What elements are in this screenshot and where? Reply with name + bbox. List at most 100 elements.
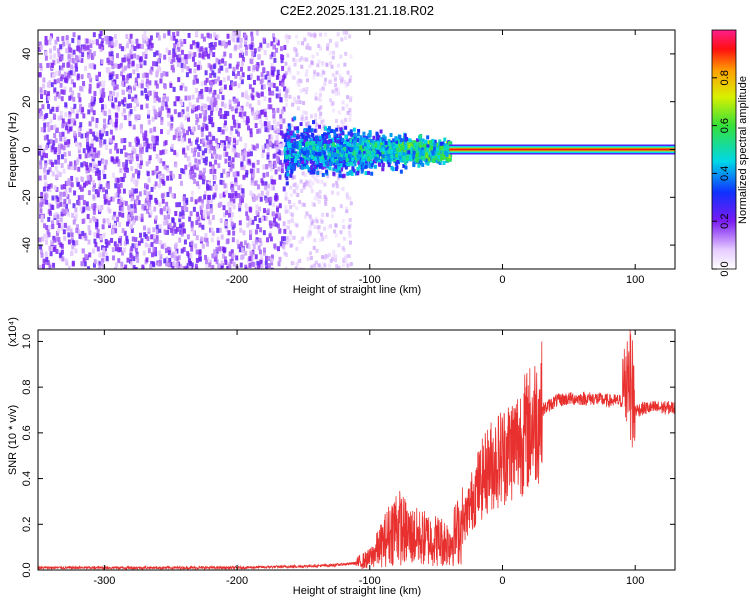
- spectrogram-cell: [150, 252, 154, 258]
- spectrogram-cell: [447, 151, 451, 156]
- spectrogram-cell: [55, 174, 59, 180]
- spectrogram-cell: [211, 70, 215, 76]
- spectrogram-cell: [217, 163, 221, 169]
- spectrogram-cell: [290, 168, 294, 173]
- spectrogram-cell: [216, 227, 220, 233]
- spectrogram-cell: [273, 243, 277, 249]
- spectrogram-cell: [190, 262, 194, 268]
- spectrogram-cell: [59, 217, 63, 223]
- spectrogram-cell: [198, 113, 202, 119]
- spectrogram-cell: [224, 43, 228, 49]
- spectrogram-cell: [316, 72, 320, 77]
- spectrogram-cell: [152, 227, 156, 233]
- spectrogram-cell: [130, 245, 134, 251]
- spectrogram-cell: [42, 152, 46, 158]
- spectrogram-cell: [260, 178, 264, 184]
- spectrogram-cell: [341, 131, 345, 136]
- spectrogram-cell: [85, 168, 89, 174]
- spectrogram-cell: [233, 81, 237, 87]
- spectrogram-cell: [280, 162, 284, 168]
- spectrogram-cell: [299, 79, 303, 84]
- spectrogram-cell: [325, 169, 329, 174]
- spectrogram-cell: [331, 101, 335, 106]
- spectrogram-cell: [314, 151, 318, 156]
- spectrogram-cell: [70, 52, 74, 58]
- spectrogram-cell: [334, 41, 338, 46]
- spectrogram-cell: [320, 179, 324, 184]
- spectrogram-cell: [334, 118, 338, 123]
- spectrogram-x-tick-label: -300: [93, 274, 115, 286]
- spectrogram-cell: [381, 138, 385, 143]
- spectrogram-cell: [155, 135, 159, 141]
- spectrogram-cell: [170, 253, 174, 259]
- spectrogram-cell: [136, 54, 140, 60]
- spectrogram-cell: [92, 194, 96, 200]
- spectrogram-cell: [222, 168, 226, 174]
- spectrogram-cell: [237, 30, 241, 36]
- spectrogram-cell: [442, 153, 446, 158]
- spectrogram-cell: [74, 213, 78, 219]
- colorbar-frame: [711, 29, 737, 270]
- spectrogram-cell: [149, 144, 153, 150]
- spectrogram-cell: [200, 155, 204, 161]
- spectrogram-cell: [339, 167, 343, 172]
- spectrogram-cell: [73, 216, 77, 222]
- spectrogram-cell: [107, 200, 111, 206]
- spectrogram-cell: [308, 230, 312, 235]
- spectrogram-cell: [87, 175, 91, 181]
- spectrogram-cell: [299, 156, 303, 161]
- spectrogram-cell: [273, 163, 277, 169]
- spectrogram-cell: [239, 107, 243, 113]
- spectrogram-cell: [62, 41, 66, 47]
- spectrogram-cell: [203, 80, 207, 86]
- spectrogram-cell: [256, 184, 260, 190]
- spectrogram-cell: [255, 30, 259, 36]
- spectrogram-cell: [78, 48, 82, 54]
- spectrogram-cell: [288, 126, 292, 131]
- spectrogram-cell: [241, 57, 245, 63]
- spectrogram-cell: [288, 154, 292, 159]
- spectrogram-cell: [110, 156, 114, 162]
- spectrogram-cell: [251, 51, 255, 57]
- spectrogram-cell: [121, 212, 125, 218]
- spectrogram-cell: [87, 54, 91, 60]
- spectrogram-cell: [137, 199, 141, 205]
- spectrogram-cell: [194, 243, 198, 249]
- spectrogram-cell: [447, 141, 451, 146]
- spectrogram-cell: [214, 159, 218, 165]
- spectrogram-cell: [331, 154, 335, 159]
- spectrogram-cell: [51, 195, 55, 201]
- spectrogram-cell: [40, 155, 44, 161]
- spectrogram-cell: [213, 41, 217, 47]
- spectrogram-cell: [257, 100, 261, 106]
- spectrogram-cell: [179, 263, 183, 269]
- spectrogram-cell: [101, 169, 105, 175]
- spectrogram-cell: [272, 113, 276, 119]
- spectrogram-cell: [55, 70, 59, 76]
- spectrogram-cell: [206, 200, 210, 206]
- spectrogram-cell: [298, 239, 302, 244]
- spectrogram-cell: [328, 38, 332, 43]
- spectrogram-cell: [67, 164, 71, 170]
- spectrogram-cell: [234, 44, 238, 50]
- spectrogram-cell: [415, 138, 419, 143]
- spectrogram-cell: [103, 111, 107, 117]
- spectrogram-cell: [77, 39, 81, 45]
- spectrogram-cell: [215, 246, 219, 252]
- spectrogram-cell: [186, 106, 190, 112]
- spectrogram-cell: [432, 146, 436, 151]
- spectrogram-cell: [362, 131, 366, 136]
- spectrogram-cell: [195, 113, 199, 119]
- spectrogram-cell: [45, 134, 49, 140]
- spectrogram-cell: [317, 199, 321, 204]
- spectrogram-cell: [40, 191, 44, 197]
- spectrogram-cell: [167, 214, 171, 220]
- spectrogram-cell: [268, 97, 272, 103]
- spectrogram-cell: [131, 243, 135, 249]
- spectrogram-cell: [304, 111, 308, 116]
- spectrogram-cell: [262, 230, 266, 236]
- spectrogram-cell: [57, 93, 61, 99]
- spectrogram-cell: [207, 105, 211, 111]
- spectrogram-cell: [346, 70, 350, 75]
- spectrogram-cell: [435, 153, 439, 158]
